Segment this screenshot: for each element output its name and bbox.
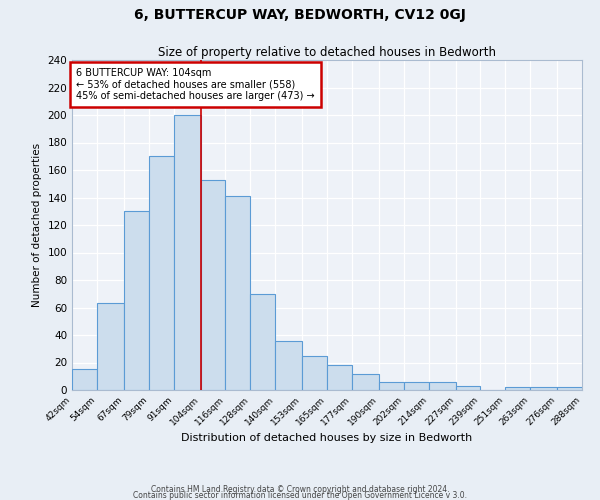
Text: 6 BUTTERCUP WAY: 104sqm
← 53% of detached houses are smaller (558)
45% of semi-d: 6 BUTTERCUP WAY: 104sqm ← 53% of detache… [76,68,315,102]
Text: Contains public sector information licensed under the Open Government Licence v : Contains public sector information licen… [133,490,467,500]
Bar [557,387,582,390]
Bar [530,387,557,390]
Bar [428,382,455,390]
Bar [250,294,275,390]
Bar [275,340,302,390]
Bar [302,356,327,390]
Text: Contains HM Land Registry data © Crown copyright and database right 2024.: Contains HM Land Registry data © Crown c… [151,484,449,494]
Bar [173,115,200,390]
Bar [455,386,481,390]
Bar [200,180,226,390]
Bar [97,304,124,390]
Bar [404,382,428,390]
Bar [352,374,379,390]
Text: 6, BUTTERCUP WAY, BEDWORTH, CV12 0GJ: 6, BUTTERCUP WAY, BEDWORTH, CV12 0GJ [134,8,466,22]
Bar [327,365,352,390]
Bar [124,211,149,390]
Bar [226,196,250,390]
Bar [72,370,97,390]
X-axis label: Distribution of detached houses by size in Bedworth: Distribution of detached houses by size … [181,432,473,442]
Title: Size of property relative to detached houses in Bedworth: Size of property relative to detached ho… [158,46,496,59]
Y-axis label: Number of detached properties: Number of detached properties [32,143,42,307]
Bar [379,382,404,390]
Bar [505,387,530,390]
Bar [149,156,173,390]
